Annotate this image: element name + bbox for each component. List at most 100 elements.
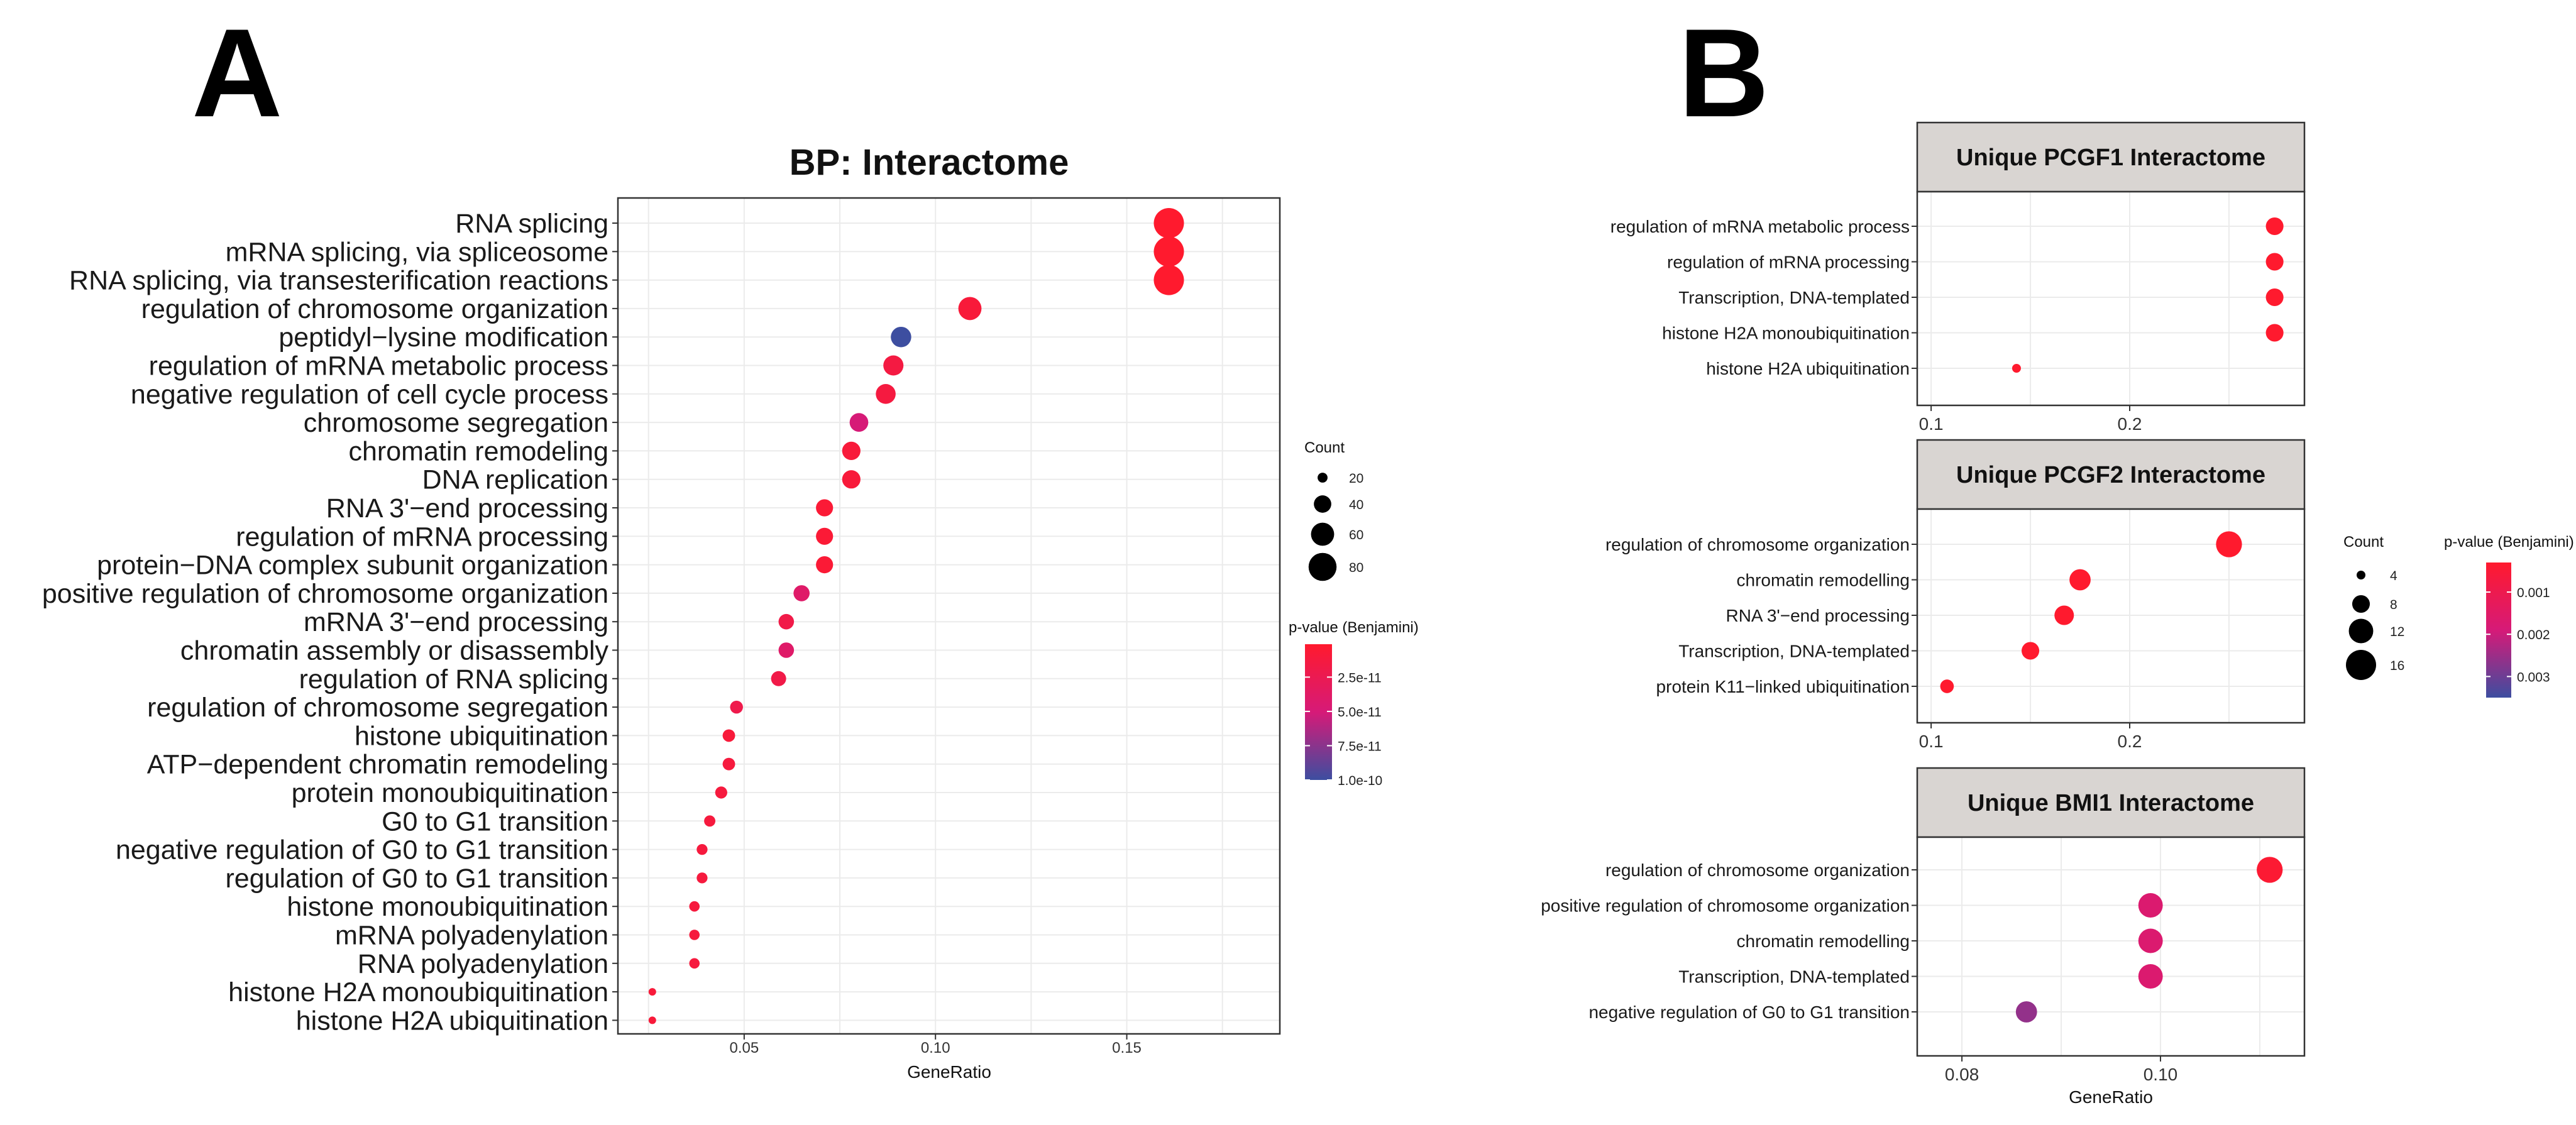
category-label: Transcription, DNA-templated <box>1678 288 1910 307</box>
category-label: ATP−dependent chromatin remodeling <box>147 750 608 780</box>
data-point <box>2138 964 2163 989</box>
data-point <box>2138 893 2163 918</box>
category-label: G0 to G1 transition <box>382 806 608 837</box>
size-legend-b-label: 4 <box>2390 569 2397 583</box>
chart-b-color-legend: p-value (Benjamini) 0.001 0.002 0.003 <box>2444 534 2574 698</box>
b2-strip <box>1916 439 2306 510</box>
category-label: histone H2A ubiquitination <box>296 1006 608 1036</box>
b1-strip-title: Unique PCGF1 Interactome <box>1956 145 2265 171</box>
chart-a-x-ticks: 0.05 0.10 0.15 <box>730 1034 1142 1056</box>
category-label: histone H2A ubiquitination <box>1706 359 1910 378</box>
b2-points <box>1940 531 2242 693</box>
color-legend-b-label: 0.002 <box>2517 628 2550 642</box>
category-label: chromatin remodelling <box>1737 571 1910 590</box>
chart-a-gridlines <box>618 198 1280 1034</box>
category-label: RNA splicing, via transesterification re… <box>69 266 608 296</box>
data-point <box>2265 324 2284 342</box>
color-legend-b-bar <box>2486 562 2511 698</box>
b1-strip <box>1916 121 2306 193</box>
category-label: RNA splicing <box>455 209 608 239</box>
data-point <box>1153 208 1184 238</box>
category-label: histone H2A monoubiquitination <box>228 977 608 1007</box>
color-legend-label: 5.0e-11 <box>1338 705 1382 720</box>
category-label: negative regulation of G0 to G1 transiti… <box>1588 1002 1910 1022</box>
data-point <box>2012 364 2021 373</box>
b1-category-labels: regulation of mRNA metabolic process regu… <box>1610 217 1917 378</box>
data-point <box>771 671 786 686</box>
category-label: peptidyl−lysine modification <box>278 322 608 353</box>
category-label: regulation of mRNA metabolic process <box>149 351 608 381</box>
data-point <box>648 1016 656 1024</box>
chart-a-color-legend: p-value (Benjamini) 2.5e-11 5.0e-11 7.5e-1… <box>1289 619 1419 788</box>
data-point <box>1153 265 1184 295</box>
category-label: mRNA splicing, via spliceosome <box>226 237 608 267</box>
panel-b2-chart: Unique PCGF2 Interactome regulation of c… <box>1605 439 2574 751</box>
color-legend-label: 7.5e-11 <box>1338 739 1382 754</box>
category-label: RNA 3'−end processing <box>326 493 608 524</box>
b3-gridlines <box>1917 837 2304 1056</box>
category-label: regulation of RNA splicing <box>299 664 608 694</box>
data-point <box>2015 1001 2037 1023</box>
b1-x-ticks: 0.1 0.2 <box>1919 405 2142 434</box>
chart-a-points <box>648 208 1184 1024</box>
size-legend-circle <box>1318 473 1328 483</box>
b3-x-axis-label: GeneRatio <box>2069 1087 2153 1107</box>
size-legend-circle <box>1311 522 1335 546</box>
data-point <box>2257 857 2283 883</box>
b2-x-ticks: 0.1 0.2 <box>1919 723 2142 751</box>
color-legend-title: p-value (Benjamini) <box>1289 619 1419 636</box>
data-point <box>793 585 810 601</box>
b2-strip-title: Unique PCGF2 Interactome <box>1956 462 2265 488</box>
category-label: negative regulation of G0 to G1 transiti… <box>116 835 608 865</box>
category-label: regulation of mRNA processing <box>1667 253 1910 272</box>
category-label: RNA polyadenylation <box>358 949 608 979</box>
size-legend-b-circle <box>2352 595 2370 613</box>
size-legend-circle <box>1308 552 1337 581</box>
data-point <box>704 815 716 827</box>
size-legend-label: 60 <box>1349 528 1363 542</box>
data-point <box>816 499 834 517</box>
x-tick-label: 0.10 <box>921 1040 950 1056</box>
category-label: Transcription, DNA-templated <box>1678 967 1910 987</box>
category-label: regulation of chromosome organization <box>141 294 608 324</box>
b3-strip-title: Unique BMI1 Interactome <box>1968 790 2254 816</box>
panel-background <box>1917 837 2304 1056</box>
data-point <box>2054 605 2074 625</box>
size-legend-label: 20 <box>1349 471 1363 486</box>
chart-a-x-axis-label: GeneRatio <box>907 1062 991 1082</box>
b3-x-ticks: 0.08 0.10 <box>1945 1056 2177 1084</box>
chart-a-title: BP: Interactome <box>790 142 1069 183</box>
data-point <box>876 384 896 404</box>
data-point <box>816 556 834 574</box>
panel-b1-chart: Unique PCGF1 Interactome regulation of m… <box>1610 121 2306 434</box>
data-point <box>722 757 735 771</box>
category-label: chromatin remodelling <box>1737 931 1910 951</box>
data-point <box>696 872 708 884</box>
category-label: negative regulation of cell cycle proces… <box>131 380 608 410</box>
data-point <box>730 700 743 714</box>
color-legend-b-label: 0.001 <box>2517 586 2550 600</box>
data-point <box>689 958 700 969</box>
color-legend-b-label: 0.003 <box>2517 670 2550 684</box>
b1-points <box>2012 217 2284 373</box>
color-legend-label: 1.0e-10 <box>1338 774 1382 788</box>
data-point <box>2069 569 2091 591</box>
chart-b-size-legend: Count 4 8 12 16 <box>2343 534 2404 680</box>
x-tick-label: 0.10 <box>2144 1065 2178 1084</box>
color-legend-label: 2.5e-11 <box>1338 671 1382 685</box>
data-point <box>722 729 735 742</box>
size-legend-b-label: 12 <box>2390 625 2404 639</box>
x-tick-label: 0.1 <box>1919 732 1944 751</box>
category-label: regulation of G0 to G1 transition <box>225 864 608 894</box>
category-label: positive regulation of chromosome organi… <box>42 579 608 609</box>
category-label: chromatin remodeling <box>349 436 608 466</box>
chart-a-panel-border <box>617 197 1281 1035</box>
data-point <box>883 355 904 376</box>
size-legend-b-label: 16 <box>2390 659 2404 673</box>
data-point <box>958 297 982 321</box>
category-label: histone ubiquitination <box>355 721 608 751</box>
b3-points <box>2015 857 2283 1023</box>
